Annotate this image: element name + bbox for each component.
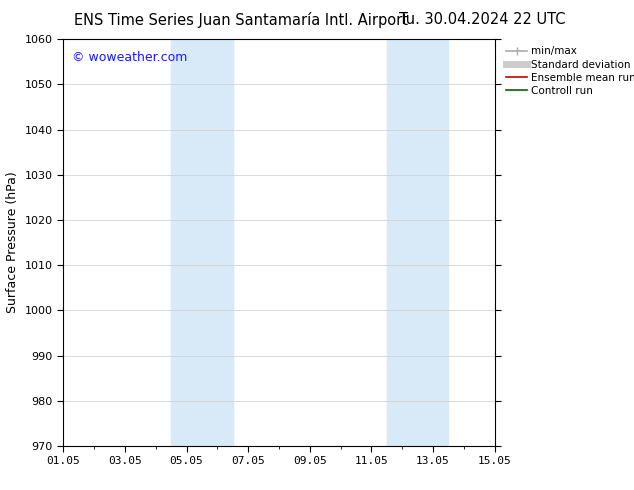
Legend: min/max, Standard deviation, Ensemble mean run, Controll run: min/max, Standard deviation, Ensemble me… — [504, 45, 634, 98]
Text: Tu. 30.04.2024 22 UTC: Tu. 30.04.2024 22 UTC — [399, 12, 565, 27]
Bar — [171, 39, 233, 446]
Text: © woweather.com: © woweather.com — [72, 51, 188, 64]
Bar — [387, 39, 448, 446]
Text: ENS Time Series Juan Santamaría Intl. Airport: ENS Time Series Juan Santamaría Intl. Ai… — [74, 12, 408, 28]
Y-axis label: Surface Pressure (hPa): Surface Pressure (hPa) — [6, 172, 19, 314]
